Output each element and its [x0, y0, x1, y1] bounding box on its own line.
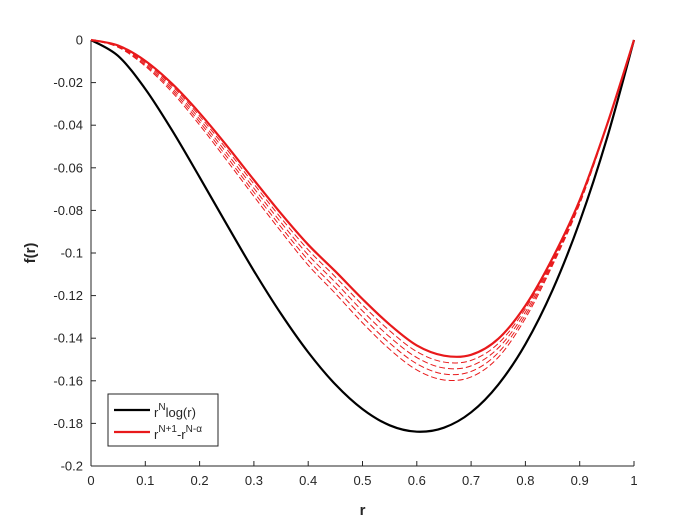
- legend-rest: -r: [177, 427, 186, 442]
- legend-entry: rNlog(r): [154, 402, 196, 420]
- y-tick-label: -0.14: [53, 331, 83, 346]
- x-tick-label: 0.2: [191, 473, 209, 488]
- y-tick-label: -0.02: [53, 75, 83, 90]
- series-line: [90, 38, 636, 358]
- x-tick-label: 0.4: [299, 473, 317, 488]
- series-line: [90, 39, 636, 433]
- legend-superscript: N-α: [186, 424, 203, 435]
- y-tick-label: 0: [76, 33, 83, 48]
- y-tick-label: -0.18: [53, 416, 83, 431]
- x-tick-label: 0.5: [353, 473, 371, 488]
- legend-box: [107, 393, 219, 447]
- legend-rest: log(r): [166, 405, 196, 420]
- dashed-series-line: [90, 39, 635, 376]
- dashed-series-line: [90, 39, 635, 364]
- x-axis-label: r: [360, 502, 366, 519]
- y-tick-label: -0.2: [61, 459, 83, 474]
- x-tick-label: 1: [630, 473, 637, 488]
- plot-lines: [90, 38, 636, 433]
- y-axis-label: f(r): [22, 243, 39, 264]
- x-tick-label: 0.6: [408, 473, 426, 488]
- legend-superscript: N: [158, 402, 165, 413]
- legend-entry: rN+1-rN-α: [154, 424, 202, 442]
- x-tick-label: 0.3: [245, 473, 263, 488]
- dashed-series-line: [90, 39, 635, 382]
- x-tick-label: 0.1: [136, 473, 154, 488]
- axes: 0 0.1 0.2 0.3 0.4 0.5 0.6 0.7 0.8 0.9 1 0 -0.02 -0.04…: [22, 33, 638, 520]
- legend-superscript: N+1: [158, 424, 177, 435]
- dashed-series-line: [90, 39, 635, 370]
- x-tick-label: 0: [87, 473, 94, 488]
- x-tick-label: 0.8: [516, 473, 534, 488]
- x-tick-label: 0.7: [462, 473, 480, 488]
- y-tick-label: -0.1: [61, 246, 83, 261]
- y-tick-label: -0.04: [53, 118, 83, 133]
- y-tick-label: -0.08: [53, 203, 83, 218]
- legend-base: r: [154, 427, 159, 442]
- legend-base: r: [154, 405, 159, 420]
- y-tick-label: -0.06: [53, 160, 83, 175]
- y-tick-label: -0.16: [53, 373, 83, 388]
- x-tick-label: 0.9: [571, 473, 589, 488]
- y-tick-label: -0.12: [53, 288, 83, 303]
- legend: rNlog(r)rN+1-rN-α: [107, 393, 219, 447]
